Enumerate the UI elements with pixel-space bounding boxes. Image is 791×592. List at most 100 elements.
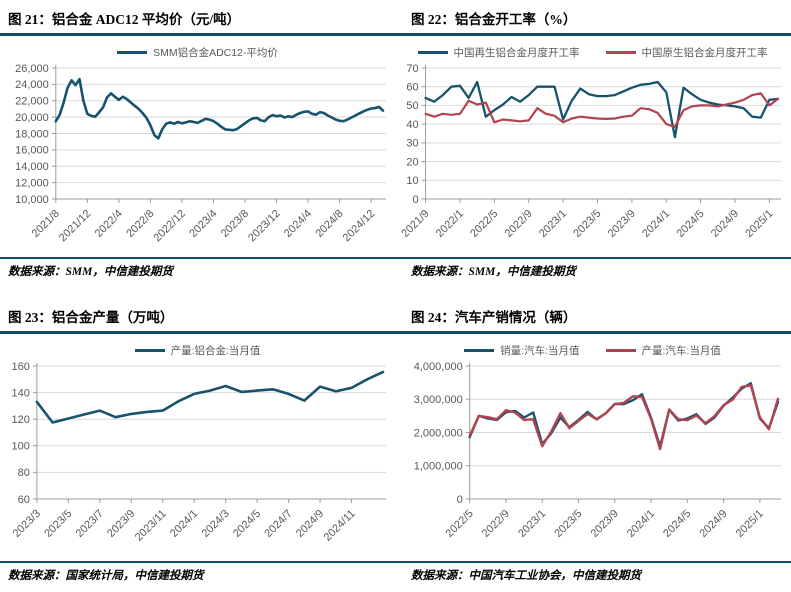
series-line-1 [468,383,780,450]
legend-line-swatch [605,50,636,54]
x-tick-label: 2024/4 [282,207,314,239]
figure-22-panel: 中国再生铝合金月度开工率 中国原生铝合金月度开工率 0 10 20 30 40 50 60 70… [395,36,790,251]
x-tick-label: 2023/9 [606,207,638,239]
figure-21-panel: SMM铝合金ADC12-平均价 10,000 12,000 14,000 16,000… [0,36,395,251]
y-tick-label: 30 [406,137,418,149]
x-tick-label: 2021/9 [399,207,431,239]
legend-item: 产量:铝合金:当月值 [134,343,261,358]
figure-23-panel: 产量:铝合金:当月值 60 80 100 120 140 160 2023/3 2023/5 2… [0,334,395,555]
legend-label: SMM铝合金ADC12-平均价 [153,46,278,59]
legend-item: 中国原生铝合金月度开工率 [605,45,768,60]
figure-24-title: 图 24：汽车产销情况（辆） [411,310,577,325]
y-tick-label: 22,000 [15,95,49,107]
x-tick-label: 2024/9 [697,507,729,539]
x-tick-label: 2023/7 [74,507,106,539]
figure-titles-row-2: 图 23：铝合金产量（万吨） 图 24：汽车产销情况（辆） [0,280,791,326]
y-tick-label: 20,000 [15,111,49,123]
x-tick-label: 2022/4 [93,207,125,239]
x-tick-label: 2024/12 [341,207,378,244]
source-divider-rule-2 [0,560,791,563]
y-tick-label: 160 [12,360,30,372]
x-tick-label: 2022/12 [151,207,188,244]
y-tick-label: 50 [406,100,418,112]
x-tick-label: 2023/5 [42,507,74,539]
figure-24-source: 数据来源：中国汽车工业协会，中信建投期货 [411,570,641,582]
series-line-1 [424,91,780,128]
x-tick-label: 2021/12 [57,207,94,244]
legend-label: 产量:铝合金:当月值 [170,344,261,357]
title-divider-rule-2 [0,331,791,334]
y-tick-label: 70 [406,62,418,74]
figure-21-source: 数据来源：SMM，中信建投期货 [8,266,173,278]
x-tick-label: 2024/7 [262,507,294,539]
x-tick-label: 2023/1 [516,507,548,539]
title-divider-rule-1 [0,33,791,36]
y-tick-label: 26,000 [15,62,49,74]
legend-label: 销量:汽车:当月值 [500,344,580,357]
y-tick-label: 12,000 [15,177,49,189]
legend-line-swatch [417,50,448,54]
y-tick-label: 80 [18,467,30,479]
y-tick-label: 40 [406,118,418,130]
charts-row-2: 产量:铝合金:当月值 60 80 100 120 140 160 2023/3 2023/5 2… [0,334,791,555]
figure-24-panel: 销量:汽车:当月值 产量:汽车:当月值 0 1,000,000 2,000,000 3,… [395,334,790,555]
series-line-0 [35,370,385,424]
y-tick-label: 16,000 [15,144,49,156]
charts-row-1: SMM铝合金ADC12-平均价 10,000 12,000 14,000 16,000… [0,36,791,251]
y-tick-label: 10 [406,175,418,187]
y-tick-label: 4,000,000 [414,360,463,372]
figure-23-title: 图 23：铝合金产量（万吨） [8,310,174,325]
x-tick-label: 2024/9 [709,207,741,239]
figure-21-title: 图 21：铝合金 ADC12 平均价（元/吨） [8,12,241,27]
legend-item: 销量:汽车:当月值 [464,343,580,358]
y-tick-label: 2,000,000 [414,427,463,439]
x-tick-label: 2024/1 [168,507,200,539]
x-tick-label: 2022/9 [503,207,535,239]
x-tick-label: 2023/9 [589,507,621,539]
y-tick-label: 10,000 [15,193,49,205]
y-tick-label: 0 [457,493,463,505]
x-tick-label: 2025/1 [734,507,766,539]
x-tick-label: 2024/5 [661,507,693,539]
y-tick-label: 20 [406,156,418,168]
legend-label: 产量:汽车:当月值 [641,344,721,357]
x-tick-label: 2024/1 [640,207,672,239]
figure-22-legend: 中国再生铝合金月度开工率 中国原生铝合金月度开工率 [395,45,790,61]
legend-line-swatch [117,50,148,54]
figure-24-chart: 0 1,000,000 2,000,000 3,000,000 4,000,000 202… [414,360,781,539]
series-line-0 [424,80,780,138]
figure-21-chart: 10,000 12,000 14,000 16,000 18,000 20,000 22,0… [15,62,386,244]
y-tick-label: 1,000,000 [414,460,463,472]
x-tick-label: 2023/4 [187,207,219,239]
figure-23-legend: 产量:铝合金:当月值 [0,343,395,359]
x-tick-label: 2024/3 [200,507,232,539]
y-tick-label: 100 [12,440,30,452]
figure-24-legend: 销量:汽车:当月值 产量:汽车:当月值 [395,343,790,359]
x-tick-label: 2024/11 [322,507,358,543]
x-tick-label: 2022/9 [480,507,512,539]
y-tick-label: 18,000 [15,128,49,140]
y-tick-label: 60 [18,493,30,505]
x-tick-label: 2022/5 [468,207,500,239]
legend-label: 中国再生铝合金月度开工率 [453,46,580,59]
x-tick-label: 2024/5 [231,507,263,539]
x-tick-label: 2023/1 [537,207,569,239]
figure-titles-row-1: 图 21：铝合金 ADC12 平均价（元/吨） 图 22：铝合金开工率（%） [0,0,791,28]
x-tick-label: 2022/5 [444,507,476,539]
x-tick-label: 2023/12 [246,207,283,244]
y-tick-label: 0 [412,193,418,205]
y-tick-label: 3,000,000 [414,394,463,406]
y-tick-label: 60 [406,81,418,93]
figure-22-title: 图 22：铝合金开工率（%） [411,12,577,27]
x-tick-label: 2023/5 [552,507,584,539]
figure-23-source: 数据来源：国家统计局，中信建投期货 [8,570,204,582]
x-tick-label: 2023/11 [133,507,169,543]
legend-item: SMM铝合金ADC12-平均价 [117,45,278,60]
y-tick-label: 14,000 [15,161,49,173]
series-line-0 [54,77,385,140]
y-tick-label: 120 [12,414,30,426]
y-tick-label: 140 [12,387,30,399]
